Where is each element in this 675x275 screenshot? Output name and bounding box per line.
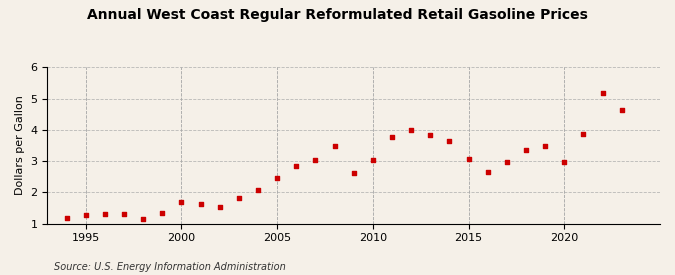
Point [597,91,608,95]
Point [272,175,283,180]
Point [329,144,340,149]
Point [502,160,512,164]
Point [559,160,570,164]
Point [252,188,263,192]
Point [367,157,378,162]
Point [406,128,416,133]
Point [520,148,531,152]
Point [291,164,302,168]
Point [61,216,72,220]
Point [483,170,493,174]
Point [387,134,398,139]
Point [119,212,130,217]
Y-axis label: Dollars per Gallon: Dollars per Gallon [15,96,25,196]
Point [195,202,206,206]
Point [616,107,627,112]
Point [214,205,225,210]
Point [80,213,91,217]
Point [234,196,244,200]
Point [444,138,455,143]
Point [540,144,551,148]
Point [138,217,148,222]
Point [578,131,589,136]
Point [310,158,321,163]
Point [425,133,435,137]
Text: Source: U.S. Energy Information Administration: Source: U.S. Energy Information Administ… [54,262,286,272]
Point [176,200,187,204]
Point [157,210,167,215]
Text: Annual West Coast Regular Reformulated Retail Gasoline Prices: Annual West Coast Regular Reformulated R… [87,8,588,22]
Point [348,170,359,175]
Point [463,157,474,161]
Point [99,212,110,216]
